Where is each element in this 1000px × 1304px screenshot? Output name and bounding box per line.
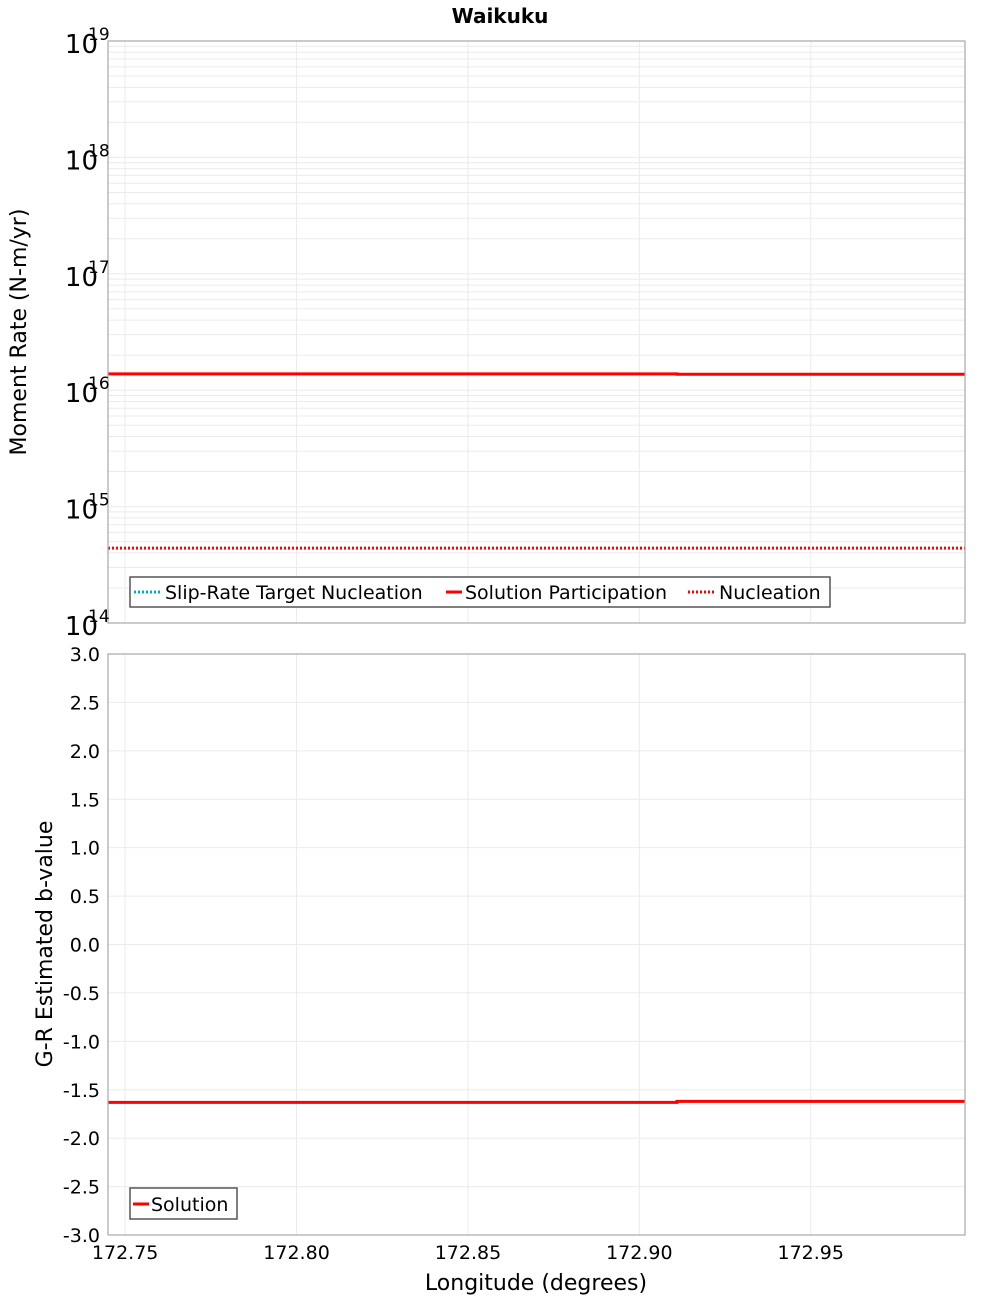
x-axis-label: Longitude (degrees) <box>425 1271 647 1296</box>
top-y-axis-label: Moment Rate (N-m/yr) <box>7 209 32 456</box>
y-tick-exponent: 15 <box>88 491 110 511</box>
x-tick-label: 172.85 <box>435 1242 501 1264</box>
y-tick-label: -2.0 <box>63 1128 100 1150</box>
bottom-y-ticks: 3.0 2.5 2.0 1.5 1.0 0.5 0.0 -0.5 -1.0 -1.5 -2.0 -2.… <box>63 644 100 1247</box>
y-tick-label: 2.5 <box>70 692 100 714</box>
x-ticks: 172.75 172.80 172.85 172.90 172.95 <box>92 1242 844 1264</box>
top-legend: Slip-Rate Target Nucleation Solution Par… <box>130 577 830 607</box>
y-tick-exponent: 18 <box>88 141 110 161</box>
bottom-series <box>108 1101 965 1102</box>
y-tick-label: 0.0 <box>70 935 100 957</box>
x-tick-label: 172.95 <box>777 1242 843 1264</box>
y-tick-exponent: 14 <box>88 607 110 627</box>
y-tick-label: 1.0 <box>70 838 100 860</box>
top-plot-area <box>108 41 965 623</box>
top-plot: 101910181017101610151014 Moment Rate (N-… <box>7 25 965 642</box>
y-tick-exponent: 17 <box>88 258 110 278</box>
y-tick-exponent: 16 <box>88 374 110 394</box>
y-tick-label: -0.5 <box>63 983 100 1005</box>
chart-title: Waikuku <box>452 4 549 28</box>
legend-label-slip-rate-target: Slip-Rate Target Nucleation <box>165 582 423 604</box>
x-tick-label: 172.90 <box>606 1242 672 1264</box>
y-tick-label: 3.0 <box>70 644 100 666</box>
series-line <box>108 1101 965 1102</box>
y-tick-label: 1.5 <box>70 789 100 811</box>
top-y-ticks: 101910181017101610151014 <box>65 25 110 642</box>
y-tick-exponent: 19 <box>88 25 110 45</box>
legend-label-solution-participation: Solution Participation <box>465 582 667 604</box>
y-tick-label: -1.5 <box>63 1080 100 1102</box>
y-tick-label: 0.5 <box>70 886 100 908</box>
legend-label-nucleation: Nucleation <box>719 582 821 604</box>
bottom-legend: Solution <box>130 1188 237 1219</box>
y-tick-label: -2.5 <box>63 1177 100 1199</box>
legend-label-solution: Solution <box>151 1194 228 1216</box>
x-tick-label: 172.80 <box>263 1242 329 1264</box>
bottom-y-axis-label: G-R Estimated b-value <box>33 821 58 1068</box>
y-tick-label: -1.0 <box>63 1031 100 1053</box>
y-tick-label: 2.0 <box>70 741 100 763</box>
x-tick-label: 172.75 <box>92 1242 158 1264</box>
figure: Waikuku 101910181017101610151014 Moment … <box>0 0 1000 1300</box>
bottom-plot: 3.0 2.5 2.0 1.5 1.0 0.5 0.0 -0.5 -1.0 -1.5 -2.0 -2.… <box>33 644 965 1296</box>
